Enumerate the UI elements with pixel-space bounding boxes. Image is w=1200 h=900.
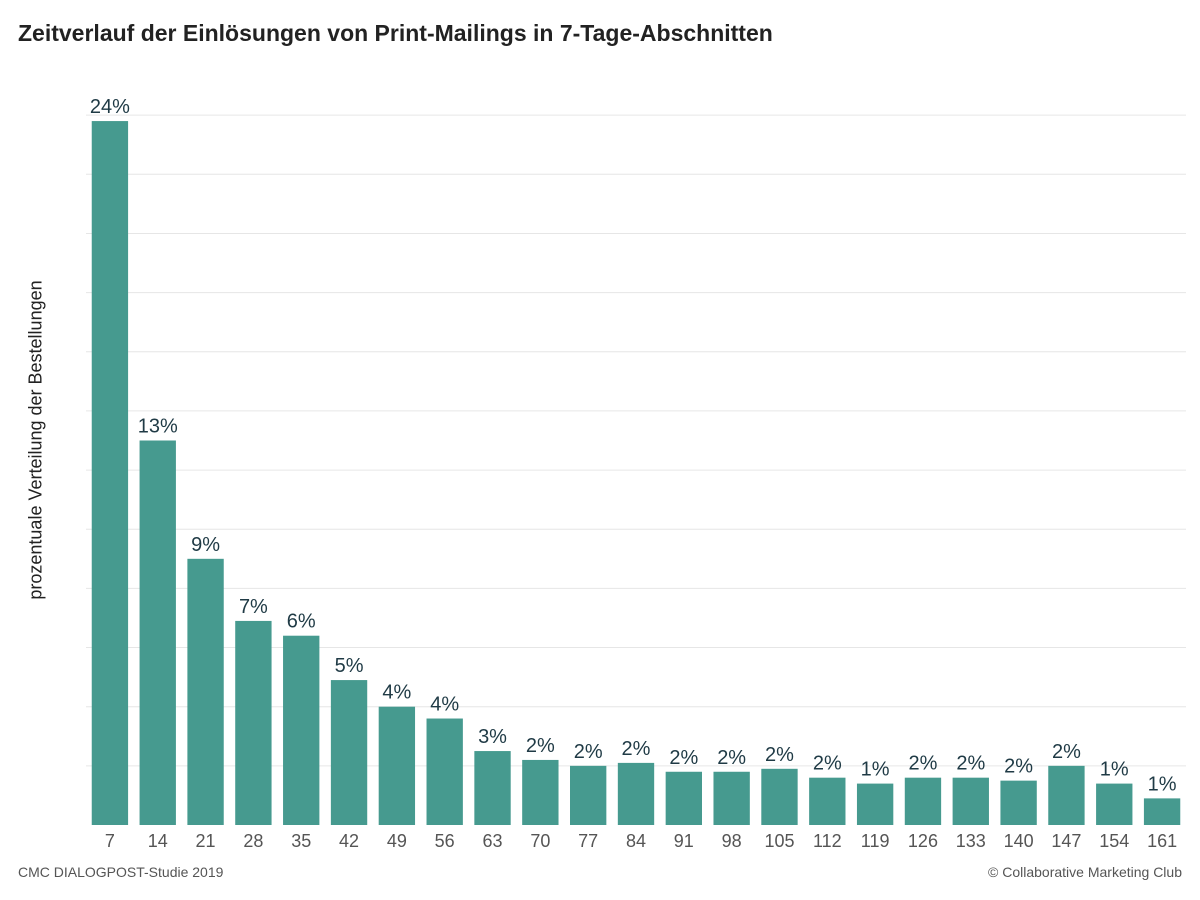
x-tick-label: 35 [291,831,311,851]
bar [761,768,798,825]
data-label: 1% [1148,773,1177,795]
bar [809,777,846,825]
bar [1048,765,1085,825]
bar [283,635,320,825]
data-label: 2% [813,753,842,775]
x-tick-label: 91 [674,831,694,851]
data-label: 1% [1100,759,1129,781]
x-tick-label: 126 [908,831,938,851]
x-tick-label: 98 [722,831,742,851]
bar [474,751,511,825]
x-tick-label: 7 [105,831,115,851]
data-label: 7% [239,596,268,618]
data-label: 2% [622,738,651,760]
source-note: CMC DIALOGPOST-Studie 2019 [18,864,224,880]
x-tick-label: 28 [243,831,263,851]
data-label: 2% [956,753,985,775]
copyright-note: © Collaborative Marketing Club [988,864,1182,880]
x-tick-label: 119 [861,831,890,851]
x-tick-label: 70 [530,831,550,851]
bar [330,680,368,825]
x-tick-label: 112 [813,831,842,851]
x-tick-label: 49 [387,831,407,851]
bar [713,771,750,825]
x-tick-label: 147 [1051,831,1081,851]
bar [904,777,942,825]
data-label: 4% [430,694,459,716]
data-label: 24% [90,96,130,118]
x-tick-label: 77 [578,831,598,851]
data-label: 2% [1004,756,1033,778]
bar [187,558,224,825]
bar [1143,798,1181,825]
bar [378,706,416,825]
bar [665,771,702,825]
data-label: 2% [669,747,698,769]
bar [139,440,176,825]
data-label: 2% [574,741,603,763]
x-tick-label: 161 [1147,831,1177,851]
x-tick-label: 105 [764,831,794,851]
data-label: 2% [717,747,746,769]
data-label: 5% [335,655,364,677]
x-tick-label: 154 [1099,831,1129,851]
chart-title: Zeitverlauf der Einlösungen von Print-Ma… [18,20,773,46]
data-label: 1% [861,759,890,781]
data-label: 2% [765,744,794,766]
bar [856,783,894,825]
data-label: 9% [191,534,220,556]
x-tick-label: 63 [483,831,503,851]
x-tick-label: 140 [1004,831,1034,851]
bar [522,759,559,825]
data-label: 4% [382,682,411,704]
x-tick-label: 133 [956,831,986,851]
x-tick-label: 56 [435,831,455,851]
bar [952,777,989,825]
bar [570,765,607,825]
bar [1000,780,1037,825]
data-label: 2% [526,735,555,757]
bar [617,762,655,825]
data-label: 3% [478,726,507,748]
data-label: 2% [1052,741,1081,763]
x-tick-label: 84 [626,831,646,851]
bar [91,121,129,826]
data-label: 13% [138,416,178,438]
x-tick-label: 21 [196,831,216,851]
x-tick-label: 42 [339,831,359,851]
bar [235,620,272,825]
data-label: 6% [287,611,316,633]
bar [1096,783,1133,825]
x-tick-label: 14 [148,831,168,851]
bar [426,718,463,825]
data-label: 2% [909,753,938,775]
